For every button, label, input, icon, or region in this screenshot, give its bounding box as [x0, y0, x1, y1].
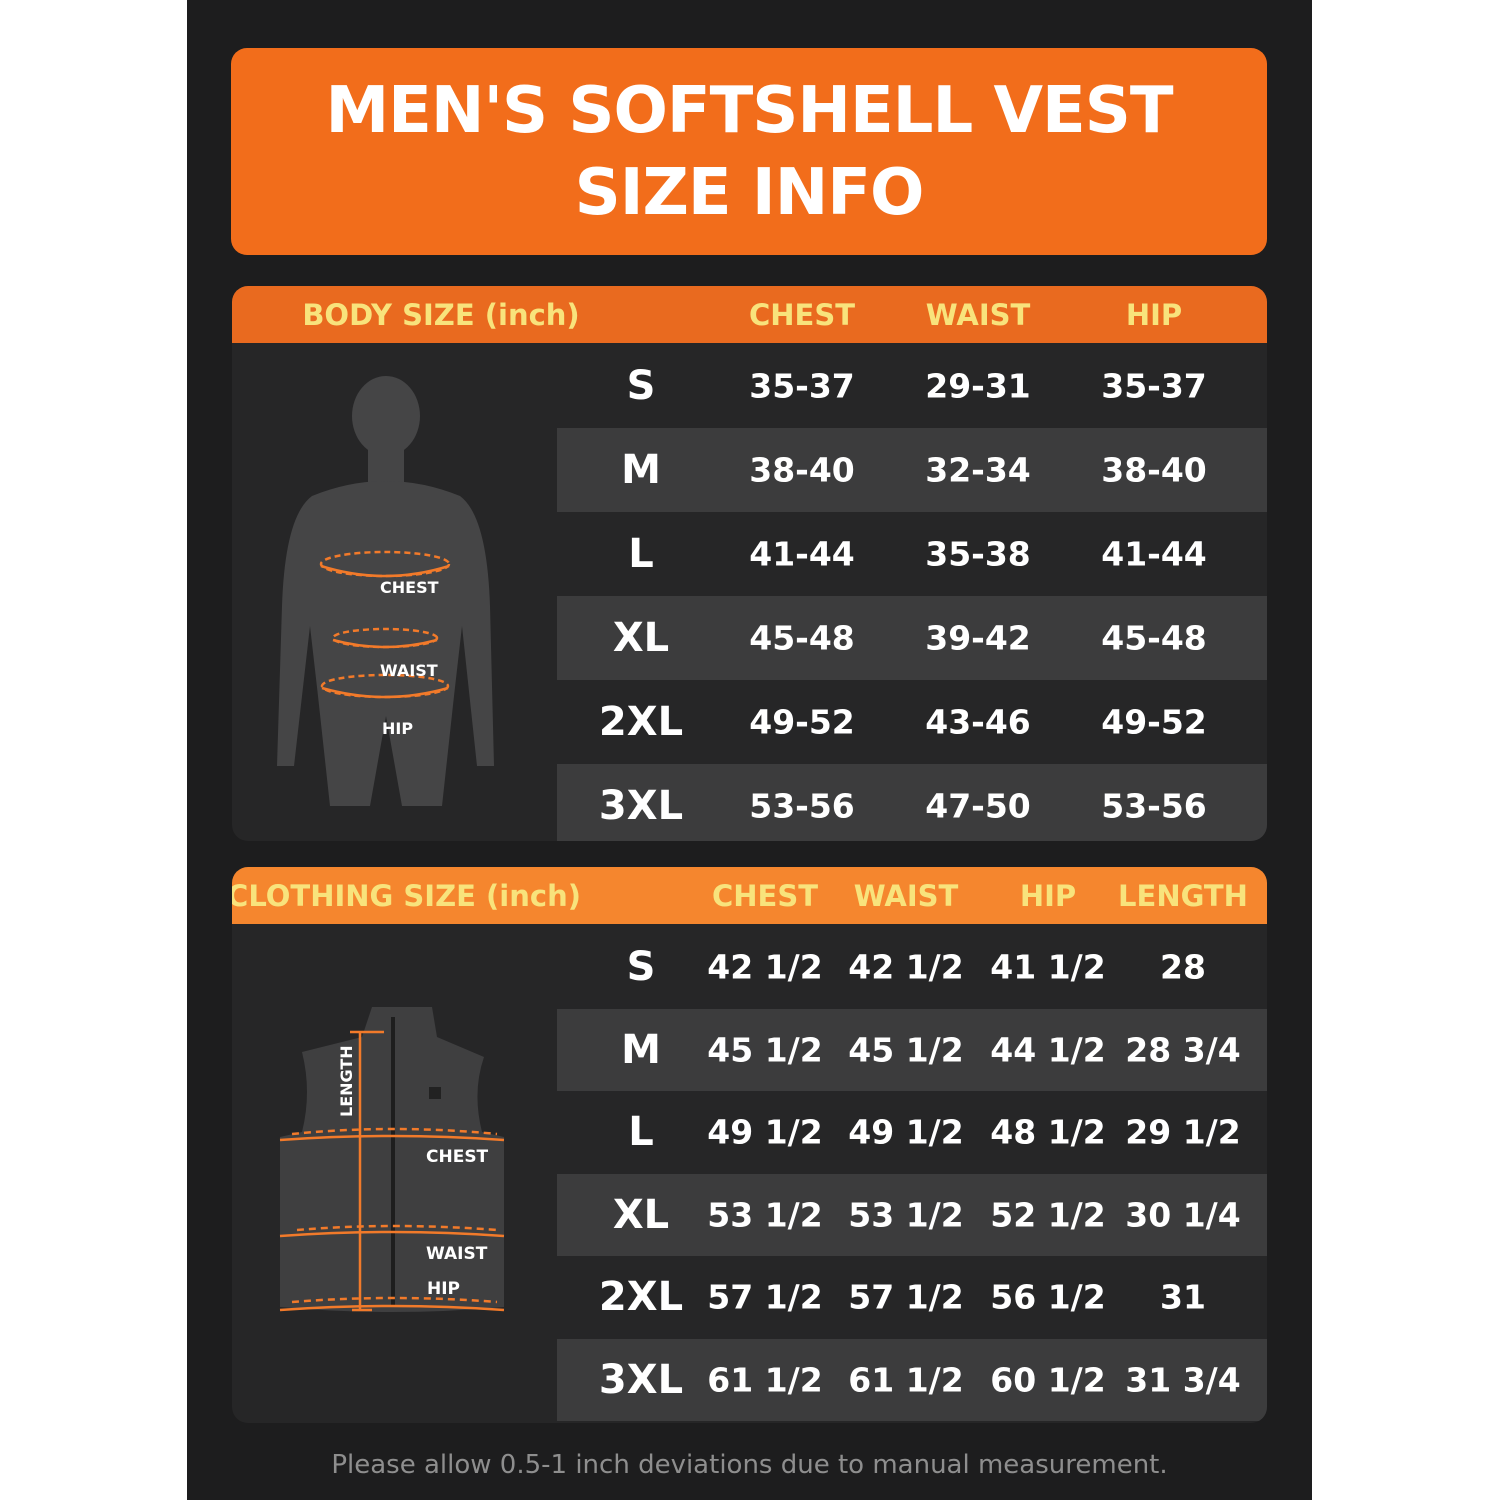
cell-chest: 49 1/2 [707, 1112, 823, 1152]
cell-hip: 48 1/2 [990, 1112, 1106, 1152]
cell-waist: 32-34 [925, 450, 1031, 490]
cell-chest: 53-56 [749, 786, 855, 826]
cell-hip: 41-44 [1101, 534, 1207, 574]
body-size-header: BODY SIZE (inch) CHEST WAIST HIP [232, 286, 1267, 343]
figure-length-label: LENGTH [337, 1045, 356, 1117]
cell-waist: 47-50 [925, 786, 1031, 826]
cell-waist: 43-46 [925, 702, 1031, 742]
table-row: 2XL 49-52 43-46 49-52 [557, 680, 1267, 764]
body-size-table: BODY SIZE (inch) CHEST WAIST HIP CHEST W… [232, 286, 1267, 841]
cell-hip: 56 1/2 [990, 1277, 1106, 1317]
figure-chest-label: CHEST [380, 578, 439, 597]
cell-waist: 57 1/2 [848, 1277, 964, 1317]
col-chest: CHEST [748, 298, 856, 332]
cell-chest: 45-48 [749, 618, 855, 658]
cell-chest: 53 1/2 [707, 1195, 823, 1235]
cell-hip: 41 1/2 [990, 947, 1106, 987]
cell-waist: 42 1/2 [848, 947, 964, 987]
cell-length: 31 [1160, 1277, 1206, 1317]
size-label: 3XL [598, 1356, 684, 1403]
cell-waist: 61 1/2 [848, 1360, 964, 1400]
col-hip: HIP [1019, 879, 1077, 913]
cell-hip: 45-48 [1101, 618, 1207, 658]
col-hip: HIP [1125, 298, 1183, 332]
cell-waist: 35-38 [925, 534, 1031, 574]
cell-waist: 45 1/2 [848, 1030, 964, 1070]
size-label: XL [612, 1191, 670, 1238]
figure-waist-label: WAIST [426, 1244, 488, 1264]
size-label: S [626, 944, 656, 991]
cell-chest: 42 1/2 [707, 947, 823, 987]
size-label: 3XL [598, 783, 684, 829]
cell-chest: 35-37 [749, 366, 855, 406]
table-row: 3XL 53-56 47-50 53-56 [557, 764, 1267, 841]
size-label: L [628, 531, 654, 577]
cell-waist: 53 1/2 [848, 1195, 964, 1235]
cell-hip: 38-40 [1101, 450, 1207, 490]
col-chest: CHEST [711, 879, 819, 913]
cell-length: 31 3/4 [1125, 1360, 1241, 1400]
cell-hip: 44 1/2 [990, 1030, 1106, 1070]
size-label: M [621, 1026, 661, 1073]
size-label: 2XL [598, 699, 684, 745]
clothing-size-table: CLOTHING SIZE (inch) CHEST WAIST HIP LEN… [232, 867, 1267, 1423]
cell-waist: 49 1/2 [848, 1112, 964, 1152]
title-banner: MEN'S SOFTSHELL VEST SIZE INFO [231, 48, 1267, 255]
title-line-2: SIZE INFO [574, 156, 925, 230]
size-label: M [621, 447, 661, 493]
cell-length: 30 1/4 [1125, 1195, 1241, 1235]
body-silhouette-icon: CHEST WAIST HIP [277, 376, 494, 806]
col-waist: WAIST [853, 879, 959, 913]
cell-chest: 38-40 [749, 450, 855, 490]
table-row: XL 53 1/2 53 1/2 52 1/2 30 1/4 [557, 1173, 1267, 1256]
table-row: S 42 1/2 42 1/2 41 1/2 28 [557, 926, 1267, 1009]
body-size-title: BODY SIZE (inch) [302, 298, 580, 332]
cell-waist: 29-31 [925, 366, 1031, 406]
table-row: 3XL 61 1/2 61 1/2 60 1/2 31 3/4 [557, 1338, 1267, 1421]
cell-waist: 39-42 [925, 618, 1031, 658]
vest-silhouette-icon: LENGTH CHEST WAIST HIP [279, 1007, 505, 1312]
table-row: XL 45-48 39-42 45-48 [557, 596, 1267, 680]
table-row: 2XL 57 1/2 57 1/2 56 1/2 31 [557, 1256, 1267, 1339]
size-label: L [628, 1109, 654, 1156]
measurement-note: Please allow 0.5-1 inch deviations due t… [331, 1450, 1168, 1480]
cell-chest: 61 1/2 [707, 1360, 823, 1400]
figure-hip-label: HIP [427, 1279, 460, 1299]
figure-waist-label: WAIST [380, 661, 438, 680]
cell-hip: 49-52 [1101, 702, 1207, 742]
col-length: LENGTH [1118, 879, 1248, 913]
table-row: M 38-40 32-34 38-40 [557, 428, 1267, 512]
cell-length: 28 3/4 [1125, 1030, 1241, 1070]
cell-length: 29 1/2 [1125, 1112, 1241, 1152]
title-line-1: MEN'S SOFTSHELL VEST [325, 74, 1173, 148]
cell-hip: 35-37 [1101, 366, 1207, 406]
table-row: L 49 1/2 49 1/2 48 1/2 29 1/2 [557, 1091, 1267, 1174]
col-waist: WAIST [925, 298, 1031, 332]
clothing-size-header: CLOTHING SIZE (inch) CHEST WAIST HIP LEN… [232, 867, 1267, 924]
table-row: L 41-44 35-38 41-44 [557, 512, 1267, 596]
table-row: S 35-37 29-31 35-37 [557, 344, 1267, 428]
cell-chest: 57 1/2 [707, 1277, 823, 1317]
cell-hip: 52 1/2 [990, 1195, 1106, 1235]
cell-length: 28 [1160, 947, 1206, 987]
cell-chest: 45 1/2 [707, 1030, 823, 1070]
figure-hip-label: HIP [382, 719, 413, 738]
clothing-size-title: CLOTHING SIZE (inch) [232, 879, 581, 913]
size-label: S [626, 363, 656, 409]
figure-chest-label: CHEST [426, 1147, 489, 1167]
cell-chest: 49-52 [749, 702, 855, 742]
cell-chest: 41-44 [749, 534, 855, 574]
size-label: XL [612, 615, 670, 661]
size-label: 2XL [598, 1274, 684, 1321]
table-row: M 45 1/2 45 1/2 44 1/2 28 3/4 [557, 1008, 1267, 1091]
cell-hip: 53-56 [1101, 786, 1207, 826]
cell-hip: 60 1/2 [990, 1360, 1106, 1400]
